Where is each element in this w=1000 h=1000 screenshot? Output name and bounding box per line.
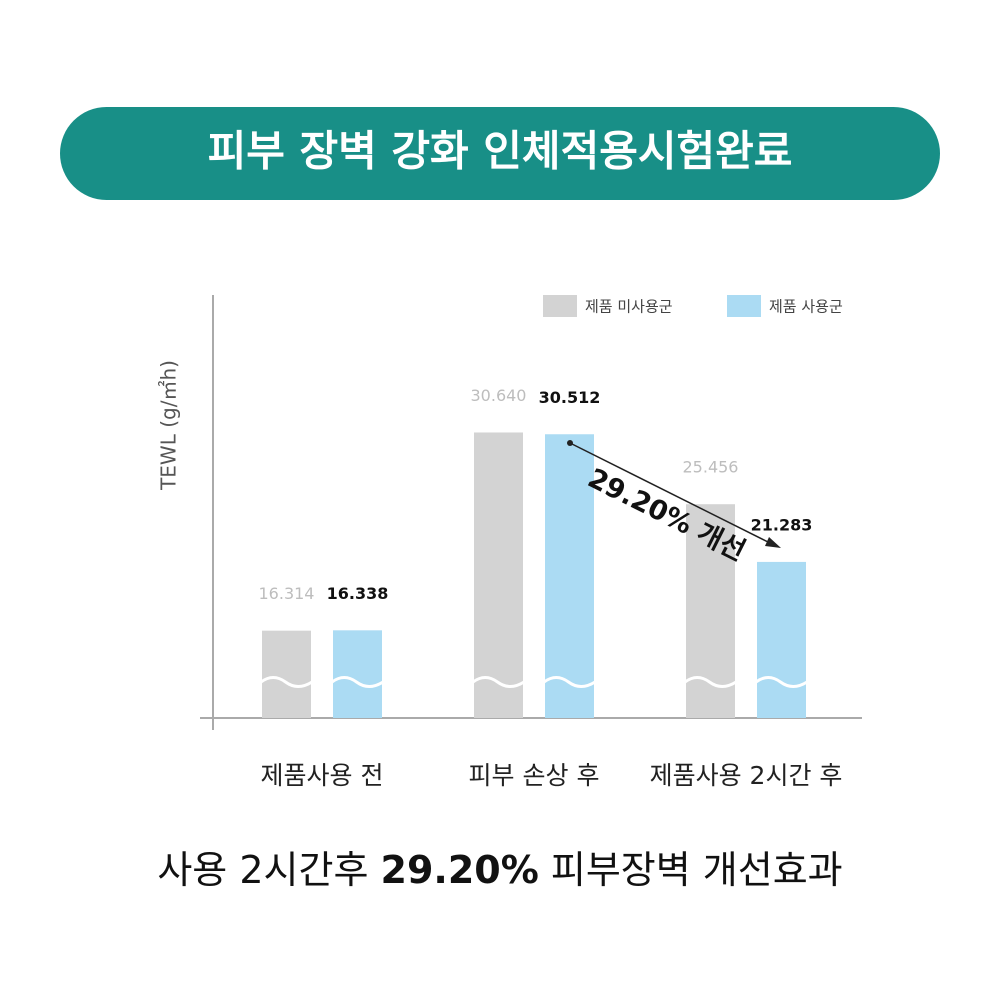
value-label: 25.456 (683, 458, 739, 477)
legend-swatch (727, 295, 761, 317)
axis-break (684, 676, 737, 688)
axis-break (543, 676, 596, 688)
x-tick-label: 제품사용 전 (261, 761, 384, 790)
legend-swatch (543, 295, 577, 317)
legend-label: 제품 미사용군 (585, 298, 673, 316)
axis-break (755, 676, 808, 688)
arrow-head (765, 537, 781, 548)
value-label: 21.283 (751, 515, 813, 534)
bar (474, 432, 523, 718)
bar (757, 561, 806, 718)
title: 피부 장벽 강화 인체적용시험완료 (208, 127, 793, 176)
value-label: 16.314 (259, 584, 315, 603)
x-tick-label: 피부 손상 후 (469, 761, 600, 790)
title-pill (60, 107, 940, 200)
legend-label: 제품 사용군 (769, 298, 843, 316)
value-label: 30.640 (471, 386, 527, 405)
y-axis-label: TEWL (g/㎡h) (157, 360, 181, 491)
value-label: 16.338 (327, 584, 389, 603)
axis-break (331, 676, 384, 688)
bar (333, 630, 382, 718)
bar (545, 434, 594, 718)
bar (262, 630, 311, 718)
x-tick-label: 제품사용 2시간 후 (650, 761, 843, 790)
arrow-line (569, 442, 775, 546)
value-label: 30.512 (539, 388, 601, 407)
axis-break (472, 676, 525, 688)
axis-break (260, 676, 313, 688)
footer-highlight: 29.20% (381, 848, 539, 892)
footer-text: 피부장벽 개선효과 (551, 848, 843, 892)
footer: 사용 2시간후 29.20% 피부장벽 개선효과 (157, 848, 842, 892)
footer-text: 사용 2시간후 (157, 848, 368, 892)
